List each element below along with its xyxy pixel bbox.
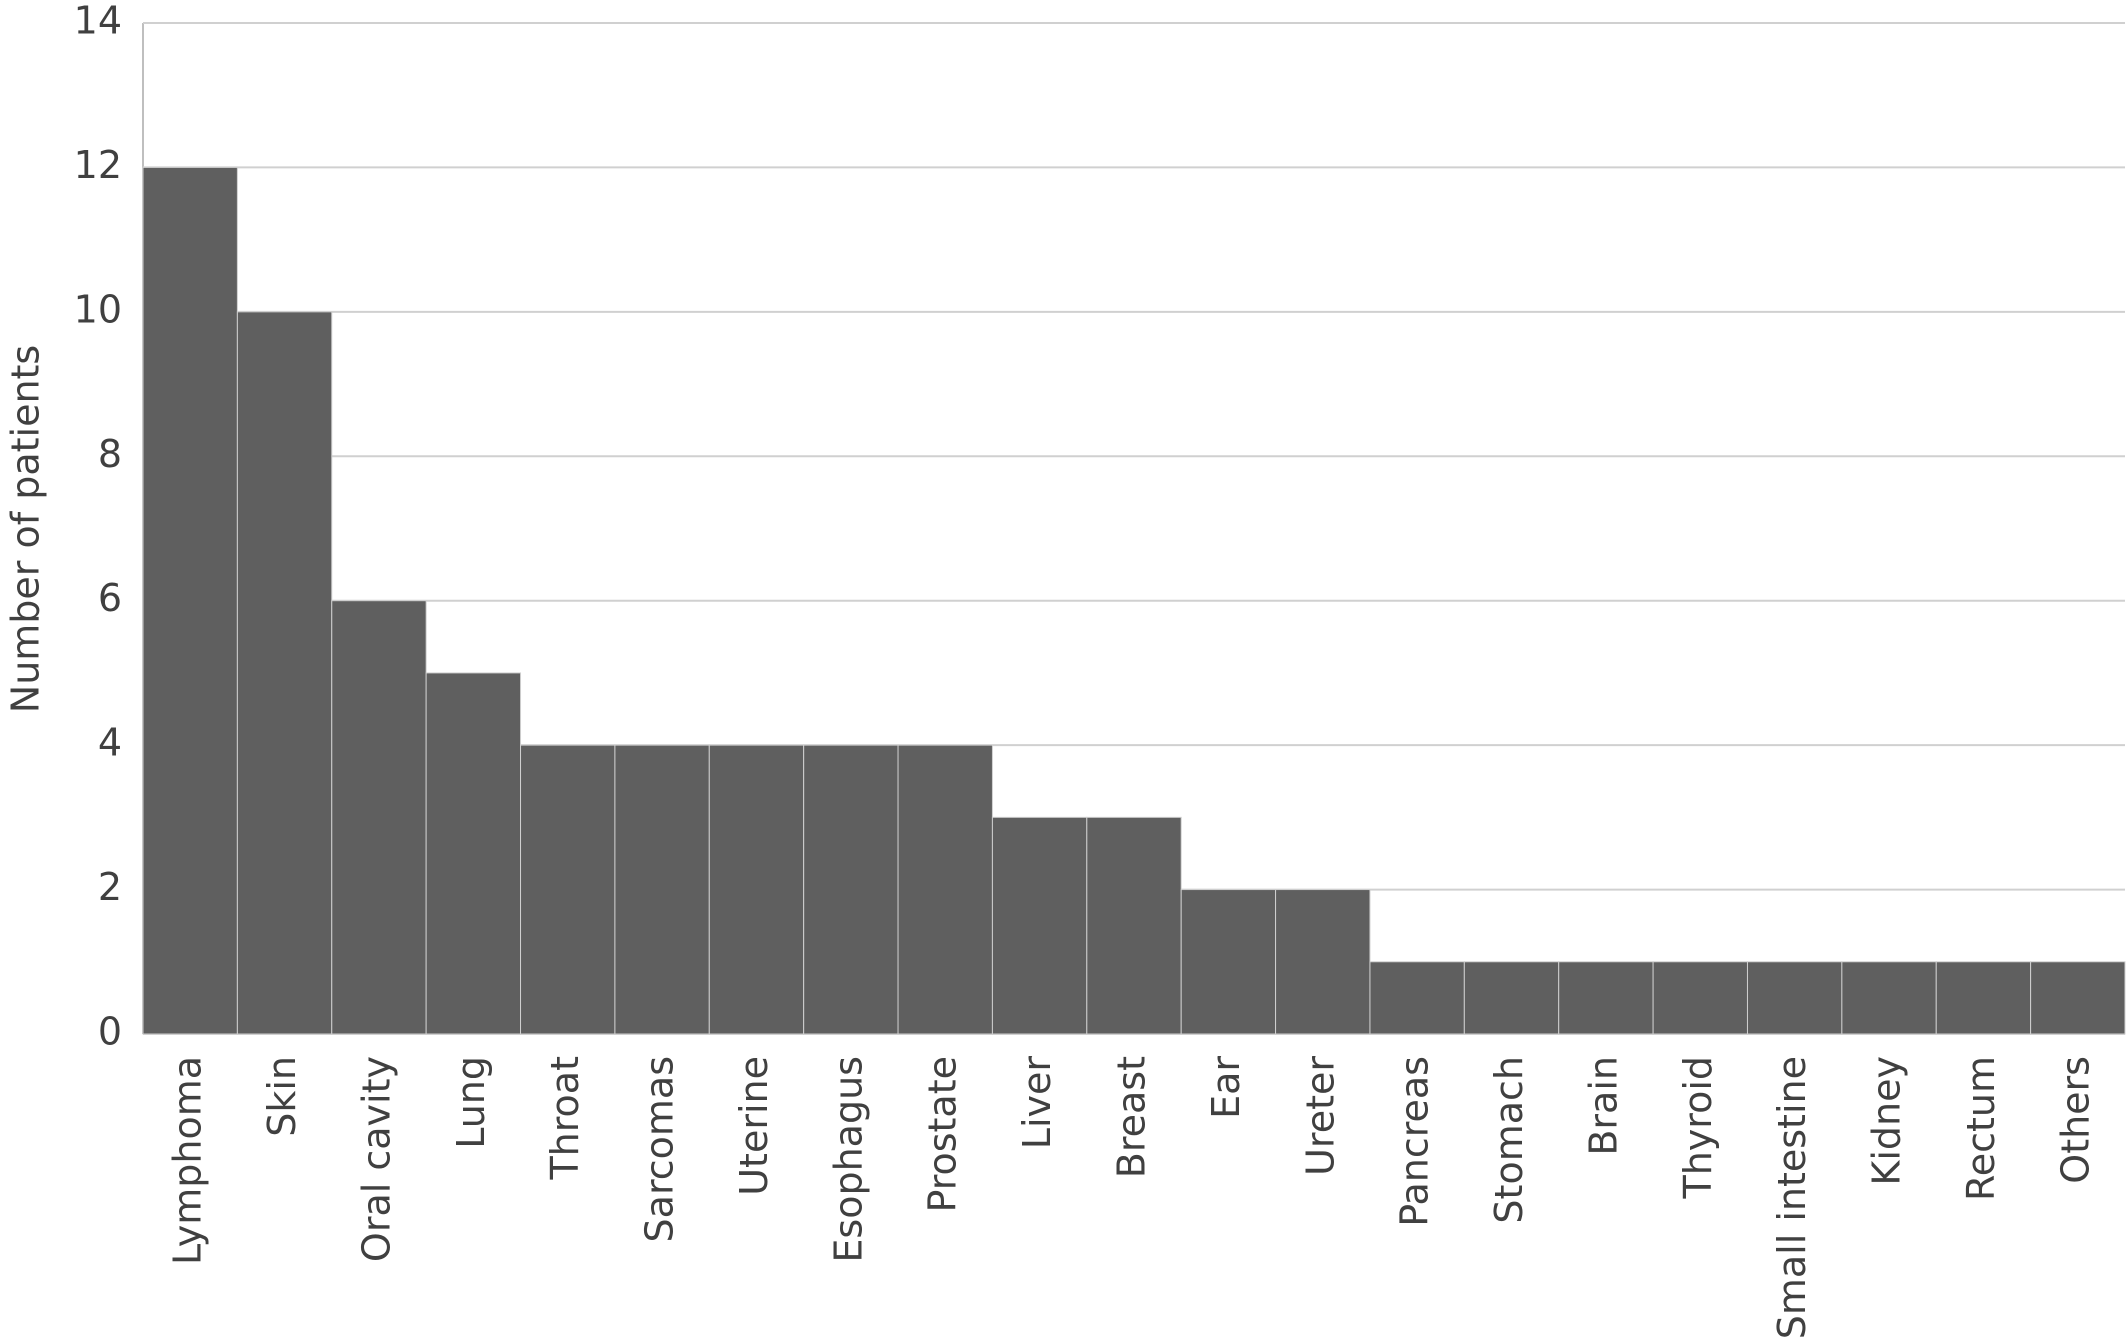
- x-tick-label: Ear: [1204, 1056, 1248, 1119]
- bar: [1369, 961, 1465, 1035]
- y-tick-label: 6: [98, 576, 122, 620]
- x-tick-label: Prostate: [921, 1056, 965, 1213]
- x-tick-label: Pancreas: [1393, 1056, 1437, 1227]
- x-tick-label: Throat: [543, 1056, 587, 1181]
- x-tick-label: Oral cavity: [354, 1056, 398, 1262]
- bar: [1652, 961, 1748, 1035]
- bar: [425, 672, 522, 1035]
- bar: [708, 744, 805, 1035]
- x-tick-label: Uterine: [732, 1056, 776, 1196]
- y-tick-label: 2: [98, 865, 122, 909]
- y-tick-label: 12: [74, 143, 122, 187]
- bar: [2030, 961, 2126, 1035]
- bar: [520, 744, 616, 1035]
- x-tick-label: Brain: [1581, 1056, 1625, 1156]
- x-tick-label: Skin: [260, 1056, 304, 1137]
- y-tick-label: 14: [74, 0, 122, 43]
- bar: [1935, 961, 2032, 1035]
- x-tick-label: Sarcomas: [638, 1056, 682, 1242]
- bar: [142, 166, 238, 1035]
- bar: [236, 311, 333, 1035]
- x-tick-label: Stomach: [1487, 1056, 1531, 1224]
- x-tick-label: Breast: [1110, 1056, 1154, 1178]
- y-tick-label: 8: [98, 432, 122, 476]
- bar: [331, 600, 427, 1035]
- bar: [897, 744, 993, 1035]
- x-tick-label: Esophagus: [826, 1056, 870, 1263]
- bar: [1275, 889, 1371, 1035]
- y-tick-label: 10: [74, 287, 122, 331]
- x-tick-label: Thyroid: [1676, 1056, 1720, 1200]
- bar: [1180, 889, 1277, 1035]
- bar: [1086, 816, 1182, 1035]
- y-tick-label: 4: [98, 721, 122, 765]
- bar: [803, 744, 899, 1035]
- bar: [1746, 961, 1843, 1035]
- y-axis-label: Number of patients: [4, 345, 48, 713]
- bar: [1841, 961, 1937, 1035]
- x-tick-label: Lung: [449, 1056, 493, 1149]
- bar: [1463, 961, 1560, 1035]
- bar: [1558, 961, 1654, 1035]
- y-tick-label: 0: [98, 1010, 122, 1054]
- x-tick-label: Kidney: [1865, 1056, 1909, 1186]
- x-tick-label: Small intestine: [1770, 1056, 1814, 1339]
- x-tick-label: Rectum: [1959, 1056, 2003, 1201]
- x-tick-label: Ureter: [1298, 1056, 1342, 1176]
- x-tick-label: Liver: [1015, 1056, 1059, 1150]
- bar: [614, 744, 710, 1035]
- x-tick-label: Others: [2053, 1056, 2097, 1184]
- bar: [991, 816, 1088, 1035]
- x-tick-label: Lymphoma: [166, 1056, 210, 1265]
